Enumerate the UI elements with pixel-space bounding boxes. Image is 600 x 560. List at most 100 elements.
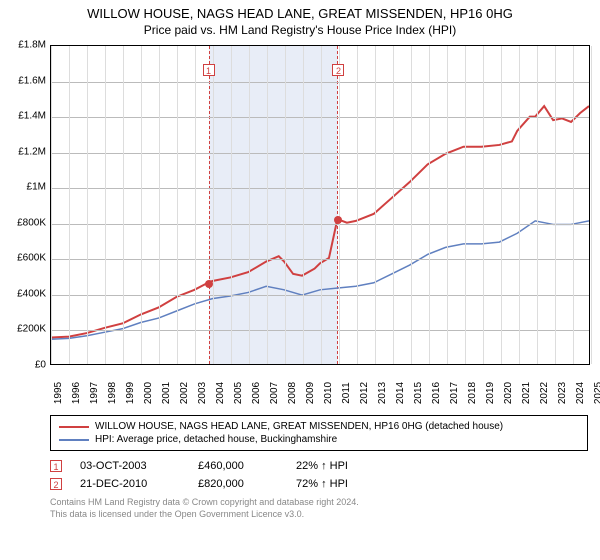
gridline-v xyxy=(123,46,124,364)
legend-label: WILLOW HOUSE, NAGS HEAD LANE, GREAT MISS… xyxy=(95,421,503,432)
title-subtitle: Price paid vs. HM Land Registry's House … xyxy=(0,23,600,37)
gridline-v xyxy=(429,46,430,364)
title-address: WILLOW HOUSE, NAGS HEAD LANE, GREAT MISS… xyxy=(0,6,600,21)
x-tick-label: 2023 xyxy=(557,382,568,404)
x-tick-label: 2005 xyxy=(233,382,244,404)
gridline-v xyxy=(339,46,340,364)
event-pct: 72% HPI xyxy=(296,478,376,490)
x-tick-label: 2024 xyxy=(575,382,586,404)
legend-row: WILLOW HOUSE, NAGS HEAD LANE, GREAT MISS… xyxy=(59,420,579,433)
x-tick-label: 2000 xyxy=(143,382,154,404)
chart-lines-svg xyxy=(51,46,589,364)
x-tick-label: 2007 xyxy=(269,382,280,404)
y-tick-label: £0 xyxy=(2,360,46,371)
legend: WILLOW HOUSE, NAGS HEAD LANE, GREAT MISS… xyxy=(50,415,588,451)
event-num: 1 xyxy=(50,460,62,472)
event-date: 21-DEC-2010 xyxy=(80,478,180,490)
event-date: 03-OCT-2003 xyxy=(80,460,180,472)
x-tick-label: 2003 xyxy=(197,382,208,404)
y-tick-label: £1.4M xyxy=(2,111,46,122)
gridline-v xyxy=(195,46,196,364)
x-tick-label: 2010 xyxy=(323,382,334,404)
x-tick-label: 1997 xyxy=(89,382,100,404)
x-tick-label: 2016 xyxy=(431,382,442,404)
event-num: 2 xyxy=(50,478,62,490)
gridline-v xyxy=(87,46,88,364)
event-row: 2 21-DEC-2010 £820,000 72% HPI xyxy=(50,475,588,493)
gridline-v xyxy=(411,46,412,364)
gridline-h xyxy=(51,153,589,154)
price-point-dot xyxy=(334,216,342,224)
gridline-h xyxy=(51,224,589,225)
gridline-v xyxy=(375,46,376,364)
gridline-v xyxy=(159,46,160,364)
x-tick-label: 1995 xyxy=(53,382,64,404)
x-tick-label: 1998 xyxy=(107,382,118,404)
gridline-h xyxy=(51,259,589,260)
chart-container: WILLOW HOUSE, NAGS HEAD LANE, GREAT MISS… xyxy=(0,0,600,560)
gridline-h xyxy=(51,295,589,296)
price-point-dot xyxy=(205,280,213,288)
series-line-hpi xyxy=(51,221,589,339)
gridline-h xyxy=(51,330,589,331)
attribution-footer: Contains HM Land Registry data © Crown c… xyxy=(50,497,588,520)
x-tick-label: 2001 xyxy=(161,382,172,404)
gridline-v xyxy=(105,46,106,364)
legend-row: HPI: Average price, detached house, Buck… xyxy=(59,433,579,446)
gridline-v xyxy=(231,46,232,364)
y-axis-labels: £0£200K£400K£600K£800K£1M£1.2M£1.4M£1.6M… xyxy=(2,45,46,365)
legend-label: HPI: Average price, detached house, Buck… xyxy=(95,434,337,445)
footer-line1: Contains HM Land Registry data © Crown c… xyxy=(50,497,588,509)
y-tick-label: £1.6M xyxy=(2,75,46,86)
event-marker-2: 2 xyxy=(332,64,344,76)
x-tick-label: 2021 xyxy=(521,382,532,404)
gridline-v xyxy=(285,46,286,364)
y-tick-label: £600K xyxy=(2,253,46,264)
gridline-v xyxy=(321,46,322,364)
gridline-v xyxy=(51,46,52,364)
x-tick-label: 2018 xyxy=(467,382,478,404)
gridline-v xyxy=(249,46,250,364)
gridline-v xyxy=(303,46,304,364)
gridline-v xyxy=(501,46,502,364)
legend-swatch xyxy=(59,439,89,441)
x-tick-label: 2020 xyxy=(503,382,514,404)
x-tick-label: 2011 xyxy=(341,382,352,404)
x-tick-label: 2015 xyxy=(413,382,424,404)
event-price: £820,000 xyxy=(198,478,278,490)
event-price: £460,000 xyxy=(198,460,278,472)
gridline-v xyxy=(465,46,466,364)
gridline-v xyxy=(555,46,556,364)
y-tick-label: £1.2M xyxy=(2,146,46,157)
x-tick-label: 2017 xyxy=(449,382,460,404)
y-tick-label: £800K xyxy=(2,217,46,228)
gridline-h xyxy=(51,117,589,118)
footer-line2: This data is licensed under the Open Gov… xyxy=(50,509,588,521)
chart-area: £0£200K£400K£600K£800K£1M£1.2M£1.4M£1.6M… xyxy=(50,45,590,385)
gridline-v xyxy=(591,46,592,364)
x-tick-label: 1996 xyxy=(71,382,82,404)
legend-swatch xyxy=(59,426,89,428)
event-pct: 22% HPI xyxy=(296,460,376,472)
title-block: WILLOW HOUSE, NAGS HEAD LANE, GREAT MISS… xyxy=(0,0,600,39)
x-tick-label: 2019 xyxy=(485,382,496,404)
x-axis-labels: 1995199619971998199920002001200220032004… xyxy=(50,369,590,389)
y-tick-label: £200K xyxy=(2,324,46,335)
gridline-v xyxy=(447,46,448,364)
gridline-v xyxy=(267,46,268,364)
x-tick-label: 2012 xyxy=(359,382,370,404)
x-tick-label: 2006 xyxy=(251,382,262,404)
gridline-v xyxy=(357,46,358,364)
series-line-willow_house xyxy=(51,106,589,337)
x-tick-label: 1999 xyxy=(125,382,136,404)
x-tick-label: 2022 xyxy=(539,382,550,404)
arrow-up-icon xyxy=(321,478,327,490)
event-row: 1 03-OCT-2003 £460,000 22% HPI xyxy=(50,457,588,475)
events-table: 1 03-OCT-2003 £460,000 22% HPI 2 21-DEC-2010 £… xyxy=(50,457,588,493)
gridline-v xyxy=(519,46,520,364)
gridline-v xyxy=(483,46,484,364)
x-tick-label: 2008 xyxy=(287,382,298,404)
gridline-v xyxy=(573,46,574,364)
x-tick-label: 2014 xyxy=(395,382,406,404)
gridline-v xyxy=(141,46,142,364)
